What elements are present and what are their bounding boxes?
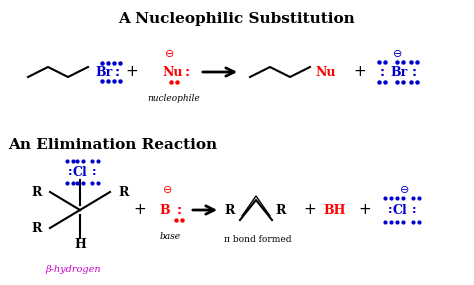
Text: :: : — [388, 205, 392, 215]
Text: nucleophile: nucleophile — [147, 94, 201, 103]
Text: H: H — [74, 239, 86, 251]
Text: :: : — [380, 66, 384, 78]
Text: An Elimination Reaction: An Elimination Reaction — [8, 138, 217, 152]
Text: ⊖: ⊖ — [401, 185, 410, 195]
Text: base: base — [159, 232, 181, 241]
Text: R: R — [32, 221, 42, 235]
Text: R: R — [118, 186, 128, 198]
Text: +: + — [126, 64, 138, 80]
Text: ⊖: ⊖ — [164, 185, 173, 195]
Text: +: + — [304, 203, 316, 217]
Text: ⊖: ⊖ — [393, 49, 403, 59]
Text: Cl: Cl — [73, 166, 87, 178]
Text: Nu: Nu — [315, 66, 336, 78]
Text: ⊖: ⊖ — [165, 49, 175, 59]
Text: β-hydrogen: β-hydrogen — [45, 266, 100, 274]
Text: BH: BH — [324, 203, 346, 217]
Text: :: : — [67, 167, 72, 177]
Text: :: : — [176, 203, 182, 217]
Text: Br: Br — [95, 66, 112, 78]
Text: :: : — [92, 167, 97, 177]
Text: Nu: Nu — [162, 66, 182, 78]
Text: +: + — [354, 64, 366, 80]
Text: :: : — [411, 66, 417, 78]
Text: :: : — [412, 205, 416, 215]
Text: R: R — [275, 203, 285, 217]
Text: R: R — [32, 186, 42, 198]
Text: +: + — [359, 203, 371, 217]
Text: :: : — [115, 66, 119, 78]
Text: π bond formed: π bond formed — [224, 235, 292, 244]
Text: +: + — [134, 203, 146, 217]
Text: :: : — [184, 66, 190, 78]
Text: R: R — [225, 203, 235, 217]
Text: B: B — [160, 203, 170, 217]
Text: Br: Br — [390, 66, 407, 78]
Text: Cl: Cl — [392, 203, 407, 217]
Text: A Nucleophilic Substitution: A Nucleophilic Substitution — [118, 12, 356, 26]
